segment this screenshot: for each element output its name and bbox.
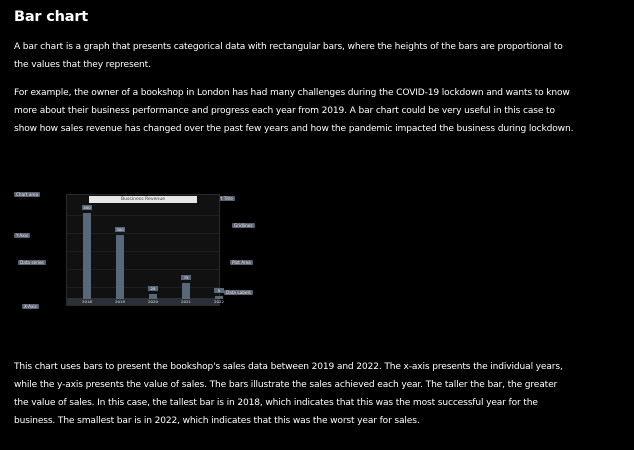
bar <box>116 234 124 299</box>
callout-y-axis: Y-Axis <box>14 233 31 238</box>
page-title: Bar chart <box>14 9 89 25</box>
data-label: 400 <box>82 205 92 211</box>
gridline <box>67 233 219 234</box>
callout-gridlines: Gridlines <box>232 223 255 228</box>
bar <box>182 282 190 299</box>
x-axis <box>67 298 219 305</box>
callout-data-labels: Data Labels <box>224 290 253 295</box>
x-tick-label: 2022 <box>214 299 224 304</box>
x-tick-label: 2018 <box>82 299 92 304</box>
example-paragraph: For example, the owner of a bookshop in … <box>14 88 574 134</box>
intro-paragraph: A bar chart is a graph that presents cat… <box>14 42 563 70</box>
chart-title: Bussiness Revenue <box>89 196 197 203</box>
callout-plot-area: Plot Area <box>230 260 253 265</box>
explanation-paragraph: This chart uses bars to present the book… <box>14 362 563 426</box>
x-tick-label: 2019 <box>115 299 125 304</box>
callout-chart-area: Chart area <box>14 192 41 197</box>
gridline <box>67 251 219 252</box>
data-label: 5 <box>214 288 224 293</box>
gridline <box>67 287 219 288</box>
plot-area: Bussiness Revenue 400 2018 300 2019 25 2020 75… <box>66 194 224 306</box>
bar <box>149 293 157 299</box>
gridline <box>67 215 219 216</box>
x-tick-label: 2021 <box>181 299 191 304</box>
gridline <box>67 269 219 270</box>
bar <box>215 296 223 299</box>
data-label: 75 <box>181 274 191 280</box>
data-label: 25 <box>148 285 158 291</box>
callout-chart-title: Chart Title <box>209 196 235 201</box>
bar-chart-diagram: Chart area Y-Axis Data series X-Axis Cha… <box>14 190 264 315</box>
x-tick-label: 2020 <box>148 299 158 304</box>
callout-x-axis: X-Axis <box>22 304 39 309</box>
data-label: 300 <box>115 226 125 232</box>
bar <box>83 213 91 299</box>
callout-data-series: Data series <box>18 260 46 265</box>
